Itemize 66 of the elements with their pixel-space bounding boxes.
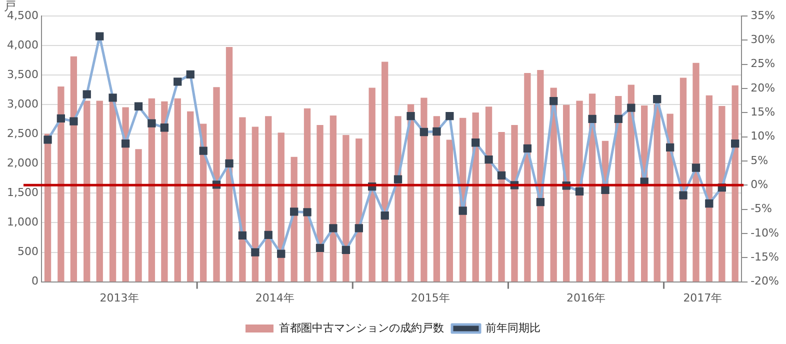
bar xyxy=(135,149,142,282)
bar xyxy=(485,106,492,282)
y2-tick-label: 30% xyxy=(750,33,776,46)
y-tick-label: 0 xyxy=(31,274,38,288)
bar xyxy=(174,98,181,282)
y2-tick-label: 0% xyxy=(750,178,768,192)
y2-tick-label: 10% xyxy=(750,130,776,143)
bar xyxy=(122,107,129,282)
x-tick-label: 2017年 xyxy=(683,291,722,304)
x-tick-label: 2016年 xyxy=(566,291,606,304)
bar xyxy=(433,116,440,282)
x-tick-label: 2014年 xyxy=(255,291,294,304)
bar xyxy=(70,56,78,282)
bar xyxy=(265,116,272,282)
x-tick-label: 2015年 xyxy=(410,291,450,304)
bar xyxy=(342,134,350,282)
y-tick-label: 4,000 xyxy=(6,38,38,52)
bar xyxy=(732,85,738,282)
y2-tick-label: 25% xyxy=(750,57,776,70)
y-tick-label: 500 xyxy=(17,245,38,258)
bar xyxy=(706,95,712,282)
y-tick-label: 2,500 xyxy=(6,126,38,140)
bar xyxy=(44,134,52,282)
bar xyxy=(576,100,583,282)
bar xyxy=(382,62,388,282)
bar xyxy=(161,101,168,282)
y-tick-label: 3,000 xyxy=(6,97,38,110)
bar xyxy=(680,78,687,282)
bar xyxy=(718,106,726,282)
bar xyxy=(330,115,337,282)
bar xyxy=(148,98,156,282)
bar xyxy=(420,98,428,282)
bar xyxy=(511,124,518,282)
y2-tick-label: -15% xyxy=(750,250,780,264)
bar xyxy=(84,100,90,282)
x-tick-label: 2013年 xyxy=(100,291,139,304)
y2-tick-label: 35% xyxy=(750,8,776,22)
bar xyxy=(446,140,453,282)
bar xyxy=(524,72,531,282)
bar xyxy=(368,88,376,282)
bar xyxy=(187,111,194,282)
bar xyxy=(316,124,324,282)
y-tick-label: 4,500 xyxy=(6,8,38,22)
bar xyxy=(58,86,64,282)
y2-tick-label: 20% xyxy=(750,81,776,94)
legend-label: 前年同期比 xyxy=(486,321,540,334)
y-tick-label: 2,000 xyxy=(6,156,38,170)
bar xyxy=(304,108,311,282)
y2-tick-label: 5% xyxy=(750,154,768,167)
bar xyxy=(252,126,259,282)
y-tick-label: 1,500 xyxy=(6,186,38,200)
bar xyxy=(654,104,660,282)
y2-tick-label: -5% xyxy=(750,202,772,216)
y2-tick-label: 15% xyxy=(750,106,776,119)
bar xyxy=(96,100,103,282)
y2-tick-label: -10% xyxy=(750,226,780,240)
y-tick-label: 1,000 xyxy=(6,216,38,229)
y2-tick-label: -20% xyxy=(750,274,780,288)
bar xyxy=(498,132,505,282)
y-tick-label: 3,500 xyxy=(6,68,38,81)
legend-label: 首都圏中古マンションの成約戸数 xyxy=(279,321,444,334)
bar xyxy=(692,62,700,282)
bar xyxy=(213,87,220,282)
bar xyxy=(109,101,116,282)
bar xyxy=(666,114,674,282)
bar xyxy=(226,46,233,282)
